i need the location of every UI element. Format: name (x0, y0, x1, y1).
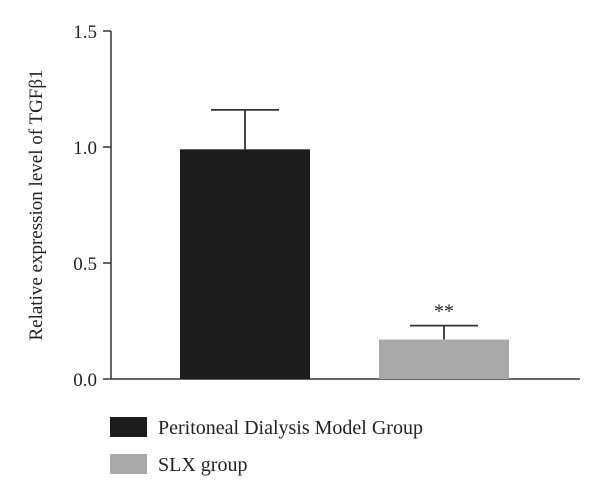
legend: Peritoneal Dialysis Model Group SLX grou… (110, 417, 423, 476)
legend-swatch-1 (110, 454, 147, 474)
legend-label-0: Peritoneal Dialysis Model Group (158, 417, 423, 439)
y-tick-label-3: 1.5 (73, 22, 97, 43)
y-tick-label-1: 0.5 (73, 254, 97, 275)
significance-label-1: ** (434, 301, 454, 323)
legend-label-1: SLX group (158, 454, 247, 476)
y-tick-label-2: 1.0 (73, 138, 97, 159)
y-axis-label: Relative expression level of TGFβ1 (26, 69, 47, 340)
plot-area: 0.0 0.5 1.0 1.5 ** (73, 22, 580, 391)
y-tick-label-0: 0.0 (73, 370, 97, 391)
legend-swatch-0 (110, 417, 147, 437)
bar-1 (379, 339, 509, 379)
bar-0 (180, 149, 310, 379)
